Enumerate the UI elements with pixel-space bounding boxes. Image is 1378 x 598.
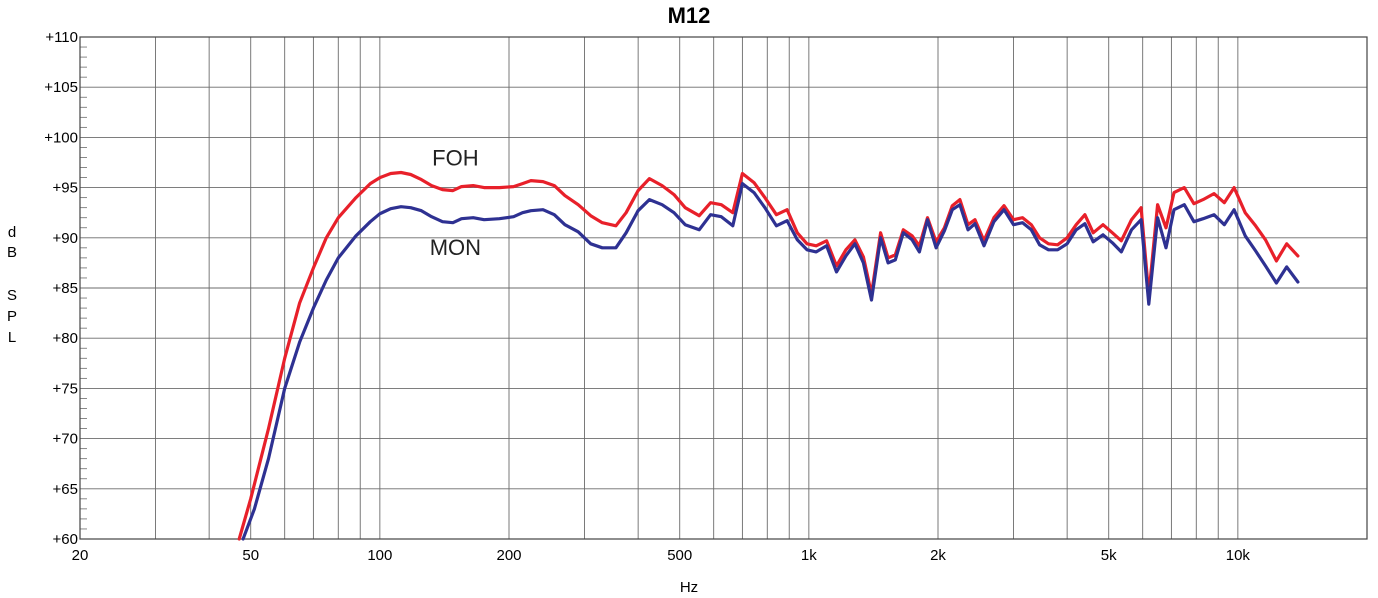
y-tick-label: +90: [53, 230, 78, 247]
y-axis-label-char: B: [7, 244, 17, 261]
series-labels: FOH MON: [430, 146, 481, 260]
series-line-mon: [241, 182, 1300, 541]
series-line-foh: [237, 170, 1300, 541]
y-axis-label-char: d: [8, 224, 16, 241]
series-lines: [237, 170, 1300, 541]
x-tick-label: 5k: [1101, 547, 1117, 564]
y-tick-label: +70: [53, 431, 78, 448]
y-tick-label: +95: [53, 180, 78, 197]
x-tick-label: 200: [496, 547, 521, 564]
x-tick-label: 100: [367, 547, 392, 564]
y-tick-label: +75: [53, 380, 78, 397]
x-tick-label: 10k: [1226, 547, 1251, 564]
x-tick-label: 20: [72, 547, 89, 564]
y-axis-label-char: L: [8, 329, 16, 346]
y-tick-label: +110: [45, 29, 78, 46]
x-tick-label: 500: [667, 547, 692, 564]
tick-labels: +60 +65 +70 +75 +80 +85 +90 +95 +100 +105 +110 20 50…: [44, 29, 1250, 564]
y-axis-label: dB SPL: [7, 224, 17, 346]
plot-frame: [79, 36, 1368, 540]
grid: [79, 36, 1368, 540]
series-label-mon: MON: [430, 235, 481, 260]
y-tick-label: +80: [53, 330, 78, 347]
y-tick-label: +60: [53, 531, 78, 548]
y-axis-label-char: S: [7, 287, 17, 304]
y-tick-label: +105: [44, 79, 78, 96]
x-tick-label: 50: [242, 547, 259, 564]
y-axis-label-char: P: [7, 308, 17, 325]
y-tick-label: +65: [53, 481, 78, 498]
chart-title: M12: [668, 3, 711, 28]
x-tick-label: 1k: [801, 547, 817, 564]
x-axis-label: Hz: [680, 579, 698, 596]
y-tick-label: +85: [53, 280, 78, 297]
series-label-foh: FOH: [432, 146, 478, 171]
x-tick-label: 2k: [930, 547, 946, 564]
y-tick-label: +100: [44, 129, 78, 146]
